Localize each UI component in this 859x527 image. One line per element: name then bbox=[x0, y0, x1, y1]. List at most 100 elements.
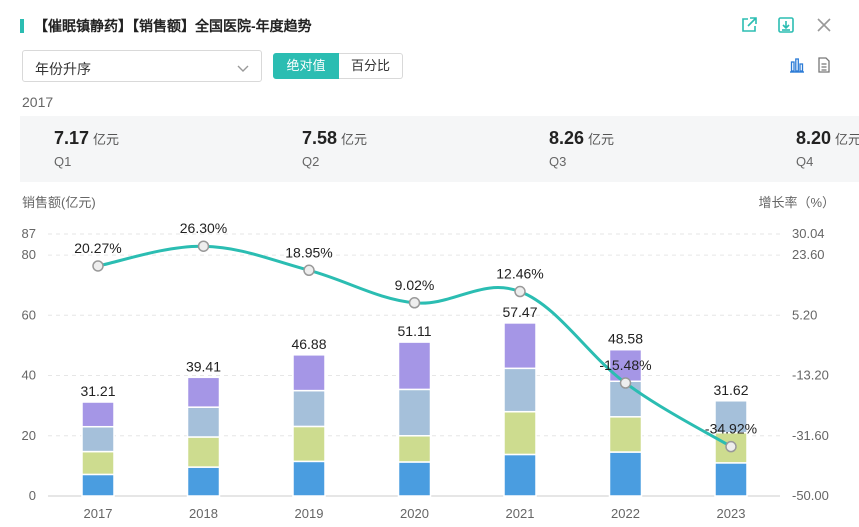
x-tick-label: 2021 bbox=[506, 506, 535, 521]
y2-tick-label: 23.60 bbox=[792, 247, 825, 262]
bar-segment bbox=[503, 453, 537, 497]
bar-segment bbox=[81, 425, 115, 453]
toolbar: 年份升序 绝对值 百分比 bbox=[0, 50, 859, 84]
bar-segment bbox=[397, 388, 432, 437]
export-icon[interactable] bbox=[738, 14, 760, 36]
x-tick-label: 2018 bbox=[189, 506, 218, 521]
y2-tick-label: 30.04 bbox=[792, 226, 825, 241]
quarter-card-q2: 7.58 亿元 Q2 bbox=[302, 116, 532, 182]
quarter-unit: 亿元 bbox=[588, 132, 615, 147]
y2-axis-title: 增长率（%） bbox=[758, 195, 835, 210]
quarter-value: 8.26 bbox=[549, 128, 585, 148]
bar-segment bbox=[608, 416, 643, 453]
bar-segment bbox=[186, 406, 221, 438]
y-tick-label: 80 bbox=[22, 247, 36, 262]
sort-select-value: 年份升序 bbox=[35, 61, 91, 77]
quarter-value: 7.17 bbox=[54, 128, 90, 148]
close-icon[interactable] bbox=[813, 14, 835, 36]
chevron-down-icon bbox=[237, 61, 249, 79]
bar-segment bbox=[397, 461, 432, 497]
quarter-unit: 亿元 bbox=[341, 132, 368, 147]
y-tick-label: 0 bbox=[29, 488, 36, 503]
x-tick-label: 2022 bbox=[611, 506, 640, 521]
quarter-summary-panel: 7.17 亿元 Q1 7.58 亿元 Q2 8.26 亿元 Q3 8.20 亿元 Q4 bbox=[20, 116, 859, 182]
y2-tick-label: -31.60 bbox=[792, 428, 829, 443]
bar-segment bbox=[714, 400, 748, 434]
bar-segment bbox=[81, 401, 115, 428]
percentage-tab[interactable]: 百分比 bbox=[339, 53, 403, 79]
growth-label: 12.46% bbox=[496, 266, 543, 282]
y2-tick-label: 5.20 bbox=[792, 307, 817, 322]
x-tick-label: 2020 bbox=[400, 506, 429, 521]
bar-segment bbox=[503, 367, 537, 413]
quarter-card-q1: 7.17 亿元 Q1 bbox=[54, 116, 284, 182]
bar-total-label: 31.62 bbox=[713, 382, 748, 398]
title-bar: 【催眠镇静药】【销售额】全国医院-年度趋势 bbox=[0, 0, 859, 52]
quarter-name: Q2 bbox=[302, 154, 320, 169]
growth-point bbox=[514, 285, 526, 298]
bar-segment bbox=[292, 389, 326, 428]
y2-tick-label: -13.20 bbox=[792, 368, 829, 383]
bar-segment bbox=[714, 462, 748, 497]
bar-segment bbox=[608, 451, 643, 497]
growth-point bbox=[92, 260, 104, 272]
quarter-card-q4: 8.20 亿元 Q4 bbox=[796, 116, 859, 182]
growth-label: 20.27% bbox=[74, 240, 121, 256]
y-tick-label: 60 bbox=[22, 307, 36, 322]
quarter-unit: 亿元 bbox=[835, 132, 859, 147]
title-accent-bar bbox=[20, 19, 24, 33]
growth-point bbox=[408, 297, 421, 309]
x-tick-label: 2023 bbox=[717, 506, 746, 521]
quarter-card-q3: 8.26 亿元 Q3 bbox=[549, 116, 779, 182]
bar-segment bbox=[503, 322, 537, 370]
y2-tick-label: -50.00 bbox=[792, 488, 829, 503]
bar-segment bbox=[186, 466, 221, 497]
bar-chart-icon[interactable] bbox=[786, 54, 808, 76]
quarter-name: Q3 bbox=[549, 154, 567, 169]
bar-total-label: 39.41 bbox=[186, 358, 221, 374]
growth-point bbox=[303, 264, 315, 277]
growth-label: -34.92% bbox=[705, 421, 757, 437]
table-icon[interactable] bbox=[813, 54, 835, 76]
bar-segment bbox=[608, 348, 643, 383]
bar-segment bbox=[186, 436, 221, 468]
growth-label: 18.95% bbox=[285, 244, 332, 260]
bar-total-label: 51.11 bbox=[398, 323, 432, 339]
growth-point bbox=[725, 440, 737, 453]
bar-segment bbox=[186, 376, 221, 408]
download-icon[interactable] bbox=[775, 14, 797, 36]
absolute-value-tab[interactable]: 绝对值 bbox=[273, 53, 339, 79]
bar-segment bbox=[81, 473, 115, 497]
bar-total-label: 31.21 bbox=[80, 383, 115, 399]
quarter-name: Q1 bbox=[54, 154, 72, 169]
growth-label: -15.48% bbox=[599, 357, 651, 373]
growth-label: 9.02% bbox=[395, 277, 435, 293]
y-tick-label: 40 bbox=[22, 368, 36, 383]
y-axis-title: 销售额(亿元) bbox=[22, 195, 96, 210]
bar-segment bbox=[292, 460, 326, 497]
bar-segment bbox=[292, 425, 326, 463]
growth-point bbox=[619, 377, 632, 389]
bar-segment bbox=[397, 341, 432, 391]
quarter-name: Q4 bbox=[796, 154, 814, 169]
bar-total-label: 46.88 bbox=[291, 336, 326, 352]
summary-year: 2017 bbox=[22, 94, 54, 110]
y-tick-label: 87 bbox=[22, 226, 36, 241]
quarter-value: 8.20 bbox=[796, 128, 832, 148]
bar-segment bbox=[397, 435, 432, 463]
bar-total-label: 57.47 bbox=[502, 304, 537, 320]
page-title: 【催眠镇静药】【销售额】全国医院-年度趋势 bbox=[34, 18, 312, 34]
growth-point bbox=[197, 240, 210, 252]
x-tick-label: 2019 bbox=[295, 506, 324, 521]
y-tick-label: 20 bbox=[22, 428, 36, 443]
bar-segment bbox=[292, 354, 326, 392]
sort-select[interactable]: 年份升序 bbox=[22, 50, 262, 82]
sales-trend-chart: 销售额(亿元) 增长率（%） 0 20 40 60 80 87 30.04 23.60 5.20 -1… bbox=[22, 195, 835, 521]
bar-segment bbox=[81, 450, 115, 476]
bar-segment bbox=[503, 410, 537, 456]
growth-label: 26.30% bbox=[180, 220, 227, 236]
quarter-unit: 亿元 bbox=[93, 132, 120, 147]
x-tick-label: 2017 bbox=[84, 506, 113, 521]
bar-total-label: 48.58 bbox=[608, 331, 643, 347]
quarter-value: 7.58 bbox=[302, 128, 338, 148]
